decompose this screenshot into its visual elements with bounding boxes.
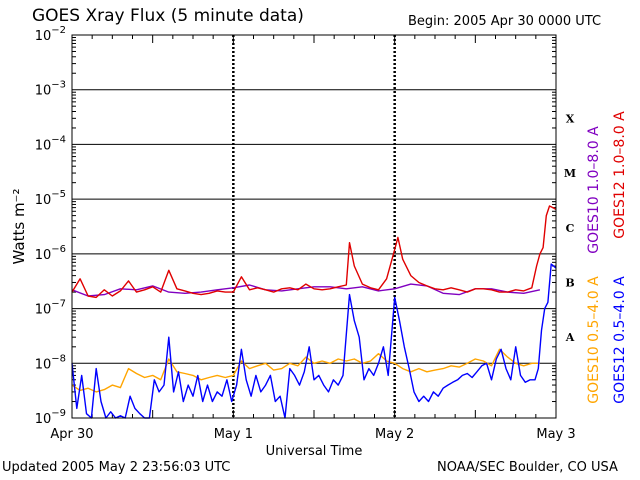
- flare-class-c: C: [566, 222, 575, 235]
- legend-entry-1: GOES10 1.0–8.0 A: [586, 126, 602, 254]
- plot-frame: [71, 34, 557, 419]
- x-tick-label: May 1: [214, 427, 253, 442]
- series-line-2: [71, 205, 557, 299]
- legend-entry-2: GOES12 1.0–8.0 A: [612, 111, 628, 239]
- y-tick-label: 10−5: [35, 189, 66, 208]
- flare-class-x: X: [566, 112, 575, 125]
- begin-time: Begin: 2005 Apr 30 0000 UTC: [408, 14, 602, 29]
- y-tick-label: 10−8: [35, 353, 66, 372]
- flare-class-b: B: [565, 276, 574, 289]
- legend-entry-3: GOES10 0.5–4.0 A: [586, 276, 602, 404]
- x-axis-label: Universal Time: [266, 444, 363, 459]
- x-tick-label: May 3: [536, 427, 575, 442]
- credit-label: NOAA/SEC Boulder, CO USA: [437, 460, 618, 475]
- series-line-4: [71, 263, 557, 419]
- flare-class-a: A: [565, 331, 575, 344]
- flare-class-m: M: [564, 167, 576, 180]
- y-axis-label: Watts m⁻²: [10, 189, 28, 265]
- legend-entry-4: GOES12 0.5–4.0 A: [612, 276, 628, 404]
- y-tick-label: 10−3: [35, 80, 66, 99]
- y-tick-label: 10−6: [35, 244, 66, 263]
- y-tick-label: 10−4: [35, 134, 66, 153]
- series-line-3: [71, 348, 540, 393]
- updated-timestamp: Updated 2005 May 2 23:56:03 UTC: [2, 460, 231, 475]
- y-tick-label: 10−2: [35, 25, 66, 44]
- chart-title: GOES Xray Flux (5 minute data): [32, 6, 304, 26]
- series-line-1: [71, 283, 541, 297]
- y-tick-label: 10−7: [35, 299, 66, 318]
- y-tick-label: 10−9: [35, 408, 66, 427]
- x-tick-label: Apr 30: [50, 427, 93, 442]
- x-tick-label: May 2: [375, 427, 414, 442]
